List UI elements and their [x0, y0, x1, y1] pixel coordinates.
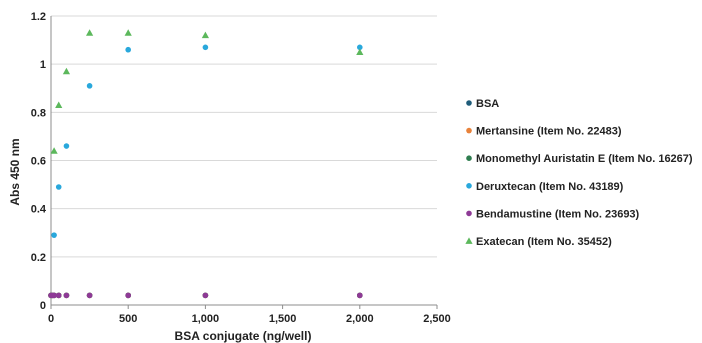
data-point-triangle — [356, 48, 364, 56]
x-tick-label: 1,000 — [192, 313, 220, 325]
gridlines — [51, 15, 437, 258]
data-point — [86, 292, 93, 299]
series-deruxtecan-item-no-43189 — [51, 44, 363, 238]
legend-item: BSA — [466, 98, 499, 110]
legend-marker — [466, 100, 472, 106]
x-axis-title: BSA conjugate (ng/well) — [175, 329, 312, 343]
x-axis-ticks: 0 500 1,000 1,500 2,000 2,500 — [48, 305, 451, 325]
data-point — [125, 292, 131, 299]
data-point — [55, 292, 62, 299]
data-point-triangle — [201, 31, 209, 39]
data-point — [357, 44, 363, 51]
legend-item: Exatecan (Item No. 35452) — [465, 236, 612, 248]
data-point-triangle — [50, 147, 58, 154]
legend: BSA Mertansine (Item No. 22483) Monomethyl… — [465, 98, 693, 248]
data-point — [55, 184, 62, 190]
data-point — [202, 44, 209, 51]
data-point — [357, 292, 363, 299]
data-point — [51, 232, 57, 238]
legend-item: Monomethyl Auristatin E (Item No. 16267) — [466, 153, 693, 165]
x-tick-label: 2,000 — [346, 313, 374, 325]
data-point-triangle — [62, 67, 71, 75]
data-point — [63, 143, 70, 149]
legend-item: Mertansine (Item No. 22483) — [466, 126, 622, 138]
legend-marker — [466, 127, 472, 134]
legend-label: Bendamustine (Item No. 23693) — [476, 208, 640, 220]
legend-marker — [466, 155, 472, 161]
axes — [50, 16, 437, 306]
data-point-triangle — [124, 29, 132, 36]
y-tick-label: 0.6 — [31, 156, 46, 168]
legend-label: Monomethyl Auristatin E (Item No. 16267) — [476, 153, 693, 165]
legend-marker — [466, 183, 472, 189]
x-tick-label: 2,500 — [423, 313, 451, 325]
data-point — [202, 292, 209, 299]
legend-label: Exatecan (Item No. 35452) — [476, 236, 612, 248]
y-tick-label: 1 — [40, 59, 46, 71]
data-point — [63, 292, 70, 299]
data-point-triangle — [86, 29, 94, 36]
data-points — [48, 29, 364, 299]
y-tick-label: 1.2 — [31, 11, 46, 23]
legend-item: Deruxtecan (Item No. 43189) — [466, 181, 624, 193]
y-tick-label: 0.8 — [31, 107, 46, 119]
legend-marker — [466, 210, 472, 217]
series-exatecan-item-no-35452 — [50, 29, 364, 154]
x-tick-label: 500 — [119, 313, 137, 325]
data-point — [51, 292, 57, 299]
x-tick-label: 1,500 — [269, 313, 297, 325]
legend-marker-triangle — [465, 237, 473, 244]
data-point — [86, 83, 93, 89]
series-bendamustine-item-no-23693 — [48, 292, 363, 299]
legend-label: BSA — [476, 98, 499, 110]
legend-label: Mertansine (Item No. 22483) — [476, 126, 622, 138]
y-axis-title: Abs 450 nm — [8, 138, 22, 205]
y-tick-label: 0.2 — [31, 252, 46, 264]
data-point-triangle — [55, 101, 63, 108]
y-tick-label: 0 — [40, 300, 46, 312]
data-point — [125, 46, 131, 53]
y-axis-ticks: 0 0.2 0.4 0.6 0.8 1 1.2 — [31, 11, 47, 312]
legend-item: Bendamustine (Item No. 23693) — [466, 208, 640, 220]
legend-label: Deruxtecan (Item No. 43189) — [476, 181, 624, 193]
y-tick-label: 0.4 — [31, 204, 47, 216]
x-tick-label: 0 — [48, 313, 54, 325]
